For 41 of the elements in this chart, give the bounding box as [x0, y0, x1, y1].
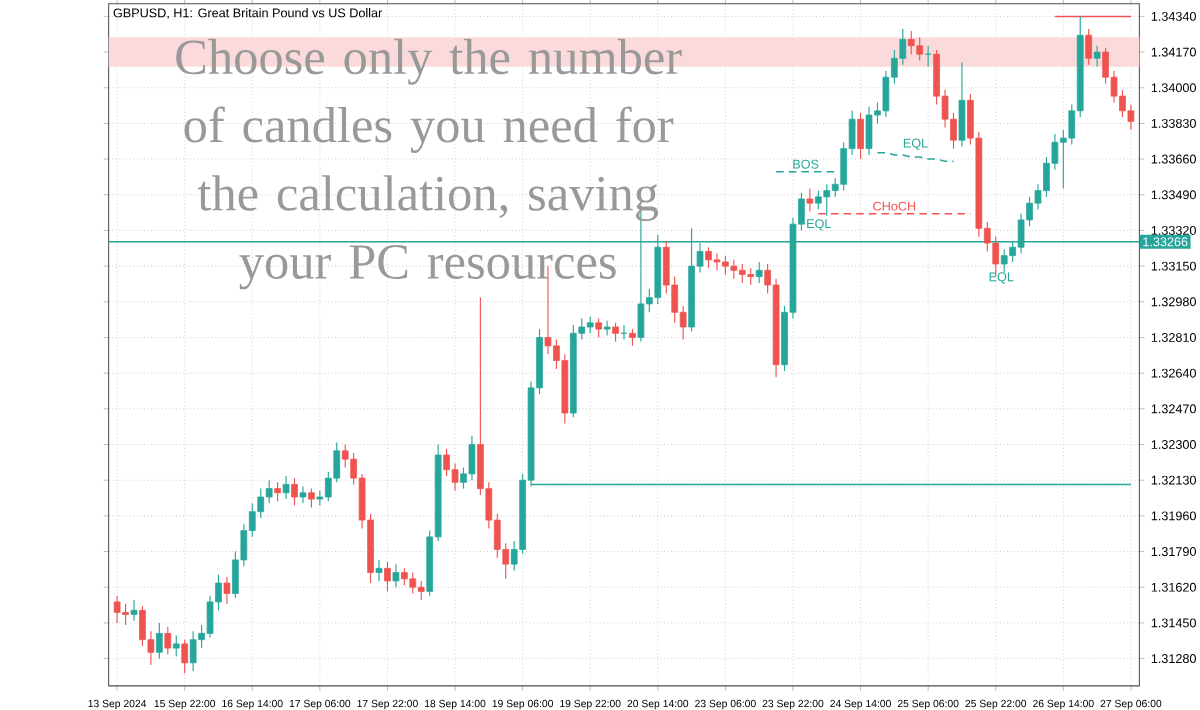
candlestick: [392, 563, 400, 588]
candlestick: [814, 189, 822, 210]
annotation: Choose only the number of candles you need for the calculation, saving your PC resources: [176, 38, 682, 290]
candlestick: [375, 559, 383, 582]
candlestick: [265, 479, 273, 504]
candlestick: [172, 634, 180, 657]
candlestick: [1093, 44, 1101, 68]
candlestick: [865, 105, 873, 156]
candlestick: [113, 594, 121, 624]
candlestick: [907, 30, 915, 55]
candlestick: [603, 319, 611, 336]
candlestick: [181, 638, 189, 674]
candlestick: [857, 112, 864, 160]
candlestick: [730, 259, 738, 280]
candlestick: [189, 630, 197, 672]
candlestick: [409, 571, 417, 594]
candlestick: [1085, 28, 1093, 65]
candlestick: [1000, 248, 1008, 273]
candlestick: [156, 622, 163, 659]
candlestick: [713, 252, 721, 271]
candlestick: [755, 261, 763, 284]
candlestick: [612, 321, 619, 342]
candlestick: [291, 477, 298, 506]
candlestick: [274, 481, 281, 502]
candlestick: [299, 485, 307, 504]
candlestick: [417, 580, 425, 601]
candlestick: [384, 561, 391, 592]
candlestick: [282, 475, 290, 500]
candlestick: [308, 487, 315, 508]
candlestick: [738, 263, 746, 284]
candlestick: [823, 183, 831, 217]
candlestick: [451, 462, 459, 492]
candlestick: [1127, 103, 1135, 131]
candlestick: [164, 626, 172, 655]
candlestick: [130, 599, 138, 622]
candlestick: [223, 575, 231, 605]
candlestick: [806, 187, 814, 212]
candlestick: [916, 36, 924, 61]
candlestick: [595, 317, 602, 338]
candlestick: [958, 61, 966, 147]
candlestick: [468, 435, 476, 481]
